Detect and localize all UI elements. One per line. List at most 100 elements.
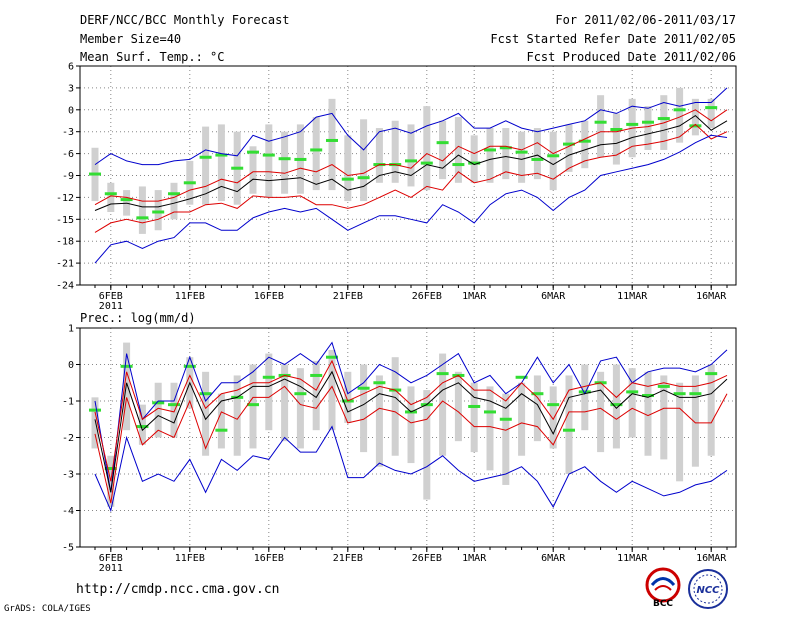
y-tick-label: -15	[56, 215, 74, 226]
spread-box	[407, 386, 415, 464]
member-mark	[262, 153, 275, 157]
member-mark	[310, 148, 323, 152]
member-mark	[642, 394, 654, 398]
x-tick-label: 21FEB	[333, 291, 363, 302]
spread-box	[296, 368, 304, 449]
member-mark	[183, 364, 196, 368]
precip-variable-label: Prec.: log(mm/d)	[80, 311, 196, 325]
x-tick-label: 26FEB	[412, 553, 442, 564]
member-mark	[168, 403, 180, 407]
spread-box	[486, 386, 494, 471]
spread-box	[91, 397, 99, 449]
member-mark	[515, 150, 528, 154]
spread-box	[154, 190, 162, 231]
spread-box	[454, 371, 462, 442]
grads-credit: GrADS: COLA/IGES	[4, 604, 91, 614]
member-mark	[262, 375, 275, 379]
spread-box	[597, 95, 605, 158]
member-mark	[310, 373, 323, 377]
y-tick-label: 0	[68, 105, 74, 116]
member-mark	[547, 154, 560, 158]
member-mark	[705, 372, 718, 376]
spread-box	[281, 364, 289, 442]
spread-box	[202, 371, 210, 456]
member-mark	[231, 166, 244, 170]
spread-box	[691, 98, 699, 136]
y-tick-label: 6	[68, 62, 74, 73]
member-mark	[247, 403, 259, 407]
member-mark	[531, 392, 544, 396]
y-tick-label: -2	[62, 433, 74, 444]
member-mark	[436, 372, 449, 376]
spread-box	[518, 131, 526, 183]
member-mark	[689, 392, 702, 396]
spread-box	[328, 98, 336, 191]
x-tick-label: 6MAR	[541, 291, 566, 302]
x-tick-label: 6FEB	[99, 553, 123, 564]
member-mark	[247, 150, 259, 154]
y-tick-label: -5	[62, 543, 74, 554]
spread-box	[565, 124, 573, 172]
spread-box	[391, 357, 399, 456]
spread-box	[375, 128, 383, 183]
spread-box	[344, 135, 352, 202]
x-tick-label: 26FEB	[412, 291, 442, 302]
bcc-logo-text: BCC	[653, 599, 673, 608]
member-mark	[531, 157, 544, 161]
x-tick-year-label: 2011	[99, 563, 123, 574]
member-mark	[642, 120, 654, 124]
member-mark	[499, 417, 512, 421]
spread-box	[154, 382, 162, 438]
member-mark	[563, 428, 575, 432]
ncc-logo: NCC	[688, 569, 728, 609]
spread-box	[249, 146, 257, 194]
spread-box	[439, 120, 447, 180]
x-tick-label: 11MAR	[617, 291, 648, 302]
y-tick-label: 1	[68, 324, 74, 335]
y-tick-label: -12	[56, 193, 74, 204]
member-mark	[610, 128, 623, 132]
member-mark	[594, 120, 607, 124]
member-mark	[626, 122, 639, 126]
spread-box	[107, 182, 115, 212]
y-tick-label: -3	[62, 127, 74, 138]
member-mark	[673, 392, 686, 396]
chart-title: DERF/NCC/BCC Monthly Forecast	[80, 13, 290, 27]
footer-url: http://cmdp.ncc.cma.gov.cn	[76, 582, 280, 597]
member-mark	[705, 106, 718, 110]
spread-box	[360, 364, 368, 453]
spread-box	[281, 131, 289, 194]
spread-box	[138, 404, 146, 445]
member-mark	[152, 210, 165, 214]
member-mark	[452, 163, 465, 167]
member-mark	[468, 404, 481, 408]
member-mark	[294, 157, 307, 161]
member-mark	[610, 403, 623, 407]
series-line-lower	[94, 123, 728, 233]
x-tick-label: 16FEB	[254, 553, 284, 564]
member-mark	[120, 364, 133, 368]
x-tick-label: 1MAR	[462, 291, 487, 302]
member-mark	[657, 384, 670, 388]
member-mark	[199, 392, 212, 396]
series-line-mean	[94, 114, 728, 211]
member-mark	[326, 138, 338, 142]
x-tick-label: 11FEB	[175, 291, 205, 302]
member-mark	[341, 177, 354, 181]
spread-box	[644, 371, 652, 456]
spread-box	[612, 364, 620, 449]
member-mark	[215, 428, 228, 432]
spread-box	[312, 117, 320, 191]
series-line-upper	[94, 109, 728, 206]
spread-box	[565, 375, 573, 474]
spread-box	[707, 364, 715, 456]
x-tick-label: 11MAR	[617, 553, 648, 564]
spread-box	[344, 371, 352, 423]
spread-box	[217, 124, 225, 202]
spread-box	[502, 128, 510, 180]
member-mark	[420, 161, 433, 165]
spread-box	[676, 382, 684, 482]
spread-box	[170, 382, 178, 438]
